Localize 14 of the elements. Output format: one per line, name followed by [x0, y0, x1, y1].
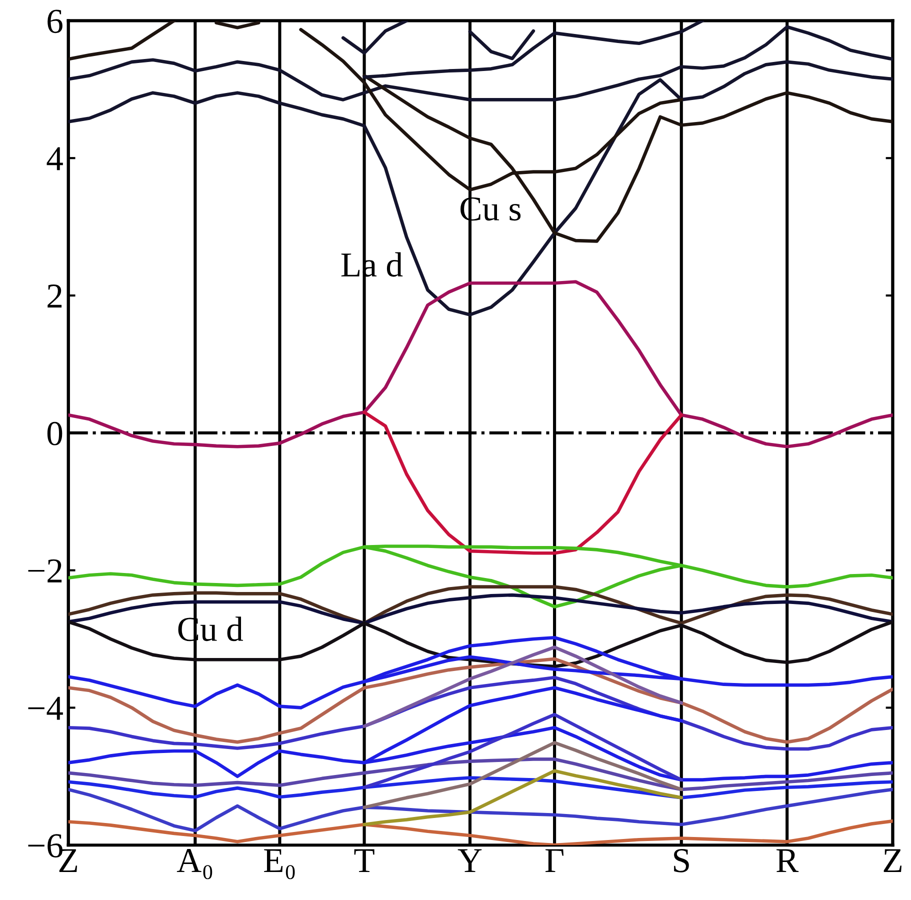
x-tick-label: R [776, 849, 799, 872]
y-tick-label: 2 [48, 284, 62, 308]
y-tick-label: 6 [48, 10, 62, 34]
x-tick-label: E₀ [264, 849, 295, 880]
y-tick-label: −2 [28, 559, 62, 582]
x-tick-label: Γ [546, 849, 564, 872]
x-tick-label: Z [884, 849, 902, 872]
x-tick-label: T [354, 849, 374, 872]
x-tick-label: A₀ [176, 849, 212, 880]
y-tick-label: 4 [46, 147, 63, 170]
y-tick-label: 0 [47, 422, 62, 446]
y-tick-label: −4 [28, 696, 63, 720]
x-tick-label: S [674, 848, 689, 872]
x-tick-label: Y [458, 849, 482, 872]
